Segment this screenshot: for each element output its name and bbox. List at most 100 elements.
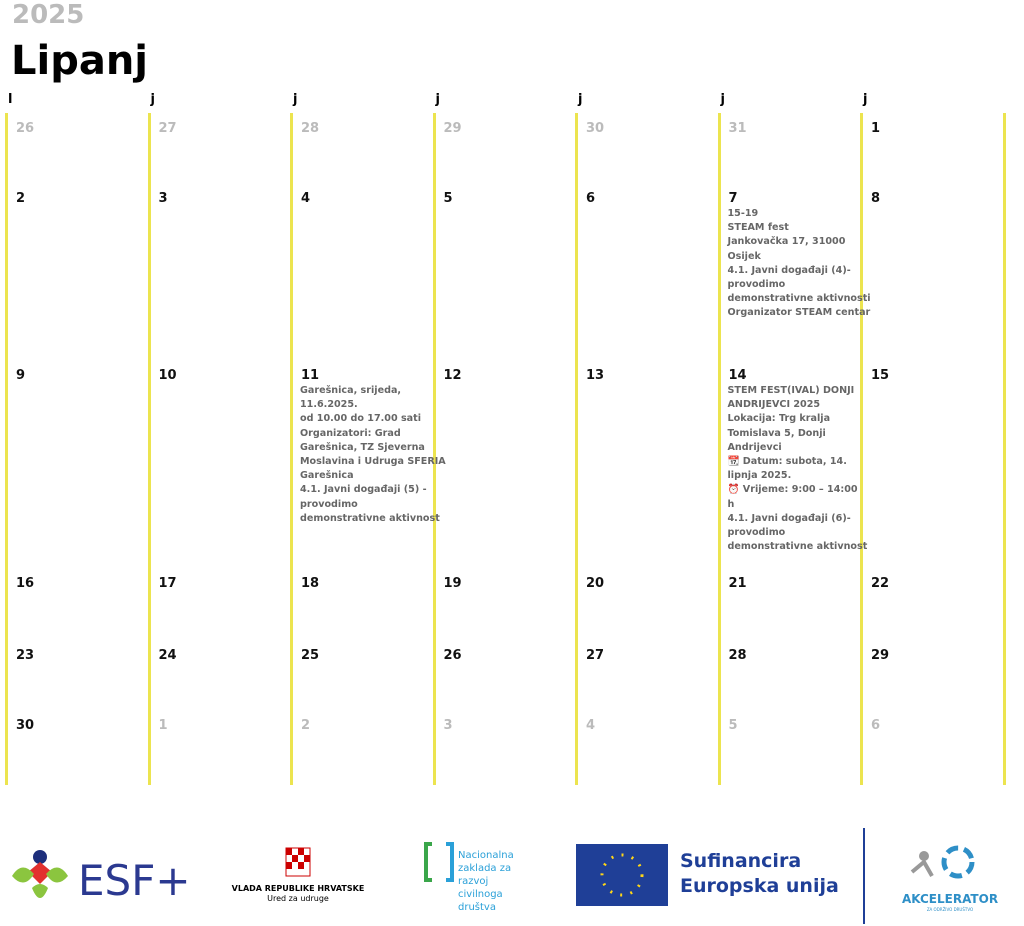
akcelerator-name: AKCELERATOR (902, 892, 998, 906)
day-number: 24 (158, 648, 177, 663)
day-number: 13 (586, 368, 605, 383)
day-number: 11 (301, 368, 320, 383)
event-line: STEAM fest (727, 222, 789, 234)
event-line: demonstrativne aktivnosti (727, 293, 871, 305)
event[interactable]: Garešnica, srijeda, 11.6.2025. od 10.00 do… (300, 384, 446, 526)
event-line: STEM FEST(IVAL) DONJI (727, 385, 855, 396)
day-number: 28 (728, 648, 747, 663)
event-line: 📆 Datum: subota, 14. (727, 455, 847, 467)
footer-logos: ESF+ VLADA REPUBLIKE HRVATSKE Ured za ud… (12, 828, 998, 924)
nzcd-logo: Nacionalna zaklada za razvoj civilnoga d… (424, 842, 514, 913)
day-number: 6 (871, 718, 881, 733)
column-divider (1002, 113, 1006, 785)
day-number: 10 (158, 368, 177, 383)
day-number: 12 (443, 368, 462, 383)
nzcd-line: civilnoga (458, 889, 503, 900)
day-number: 25 (301, 648, 320, 663)
day-number: 26 (16, 121, 35, 136)
nzcd-line: razvoj (458, 876, 488, 887)
event-line: Garešnica, TZ Sjeverna (300, 441, 425, 453)
event-line: provodimo (300, 498, 358, 510)
column-divider (717, 113, 721, 785)
day-number: 17 (158, 576, 177, 591)
weekday-header: j (435, 92, 440, 107)
day-number: 5 (728, 718, 738, 733)
event[interactable]: STEM FEST(IVAL) DONJI ANDRIJEVCI 2025 Loka… (728, 384, 868, 554)
day-number: 29 (871, 648, 890, 663)
day-number: 8 (871, 191, 881, 206)
day-number: 3 (158, 191, 168, 206)
column-divider (432, 113, 436, 785)
day-number: 15 (871, 368, 890, 383)
day-number: 30 (16, 718, 35, 733)
weekday-header: l (8, 92, 13, 107)
event-line: Moslavina i Udruga SFERIA (300, 455, 446, 467)
day-number: 1 (158, 718, 168, 733)
column-divider (147, 113, 151, 785)
weekday-header: j (863, 92, 868, 107)
day-number: 28 (301, 121, 320, 136)
event-line: Jankovačka 17, 31000 (727, 236, 846, 248)
event-line: provodimo (727, 526, 786, 538)
day-number: 1 (871, 121, 881, 136)
event-line: ⏰ Vrijeme: 9:00 – 14:00 (727, 484, 858, 496)
eu-logo: Sufinancira Europska unija (576, 828, 865, 924)
day-number: 26 (443, 648, 462, 663)
gov-office: Ured za udruge (267, 894, 329, 903)
event-line: Organizator STEAM centar (727, 307, 871, 319)
event[interactable]: 15-19 STEAM fest Jankovačka 17, 31000 Osije… (728, 207, 871, 321)
day-number: 27 (158, 121, 177, 136)
event-line: ANDRIJEVCI 2025 (727, 399, 821, 411)
day-number: 18 (301, 576, 320, 591)
column-divider (575, 113, 578, 785)
day-number: 5 (443, 191, 453, 206)
event-line: Andrijevci (727, 441, 782, 453)
day-number: 9 (16, 368, 26, 383)
gov-logo: VLADA REPUBLIKE HRVATSKE Ured za udruge (232, 847, 365, 903)
nzcd-line: Nacionalna (458, 850, 514, 861)
nzcd-line: društva (458, 901, 496, 913)
column-divider (290, 113, 293, 785)
nzcd-line: zaklada za (458, 863, 511, 874)
day-number: 4 (301, 191, 311, 206)
esf-logo: ESF+ (12, 850, 191, 905)
day-number: 2 (301, 718, 311, 733)
event-line: lipnja 2025. (727, 470, 792, 482)
event-line: od 10.00 do 17.00 sati (300, 413, 422, 425)
day-number: 2 (16, 191, 26, 206)
event-line: Garešnica, srijeda, (300, 385, 402, 396)
year: 2025 (12, 0, 85, 30)
day-number: 14 (728, 368, 747, 383)
day-number: 30 (586, 121, 605, 136)
weekday-header: j (293, 92, 298, 107)
weekday-header: j (720, 92, 725, 107)
esf-text: ESF+ (78, 856, 191, 905)
day-number: 22 (871, 576, 890, 591)
day-number: 19 (443, 576, 462, 591)
akcelerator-logo: AKCELERATOR ZA ODRŽIVO DRUŠTVO (902, 845, 998, 912)
event-line: demonstrativne aktivnost (300, 512, 440, 524)
event-line: demonstrativne aktivnost (727, 541, 868, 553)
event-line: Osijek (727, 250, 761, 262)
event-line: 4.1. Javni događaji (4)- (727, 264, 851, 276)
day-number: 27 (586, 648, 605, 663)
day-number: 16 (16, 576, 35, 591)
event-line: 15-19 (727, 208, 759, 219)
day-number: 29 (443, 121, 462, 136)
eu-line: Europska unija (680, 875, 839, 897)
column-divider (860, 113, 863, 785)
event-line: 11.6.2025. (300, 399, 358, 411)
event-line: 4.1. Javni događaji (6)- (727, 512, 851, 524)
weekday-header: j (578, 92, 583, 107)
event-line: Garešnica (300, 470, 354, 482)
akcelerator-tagline: ZA ODRŽIVO DRUŠTVO (927, 907, 973, 912)
day-number: 4 (586, 718, 596, 733)
weekday-header: j (150, 92, 155, 107)
event-line: provodimo (727, 278, 786, 290)
eu-line: Sufinancira (680, 850, 801, 872)
gov-name: VLADA REPUBLIKE HRVATSKE (232, 884, 365, 893)
event-line: h (727, 498, 735, 510)
day-number: 21 (728, 576, 747, 591)
